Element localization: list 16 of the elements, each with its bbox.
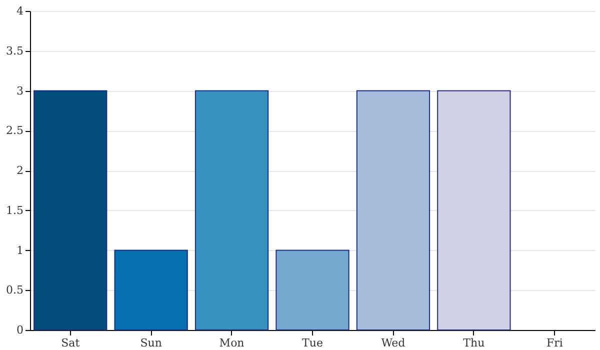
x-tick-label: Mon — [219, 336, 244, 350]
x-tick-label: Fri — [546, 336, 564, 350]
y-tick-label: 1 — [16, 244, 24, 257]
x-tick-label: Sun — [140, 336, 162, 350]
x-tick-label: Tue — [302, 336, 323, 350]
y-tick-label: 2 — [16, 164, 24, 177]
y-tick-label: 2.5 — [6, 124, 24, 138]
y-tick-label: 4 — [16, 4, 24, 18]
y-tick-label: 0.5 — [6, 284, 24, 297]
x-tick-label: Wed — [381, 336, 406, 350]
y-tick-label: 3 — [16, 84, 24, 98]
y-tick-label: 3.5 — [6, 44, 24, 58]
x-tick-label: Thu — [463, 336, 485, 350]
y-tick-label: 0 — [16, 324, 24, 336]
x-tick-label: Sat — [61, 336, 80, 350]
y-tick-label: 1.5 — [6, 204, 24, 217]
